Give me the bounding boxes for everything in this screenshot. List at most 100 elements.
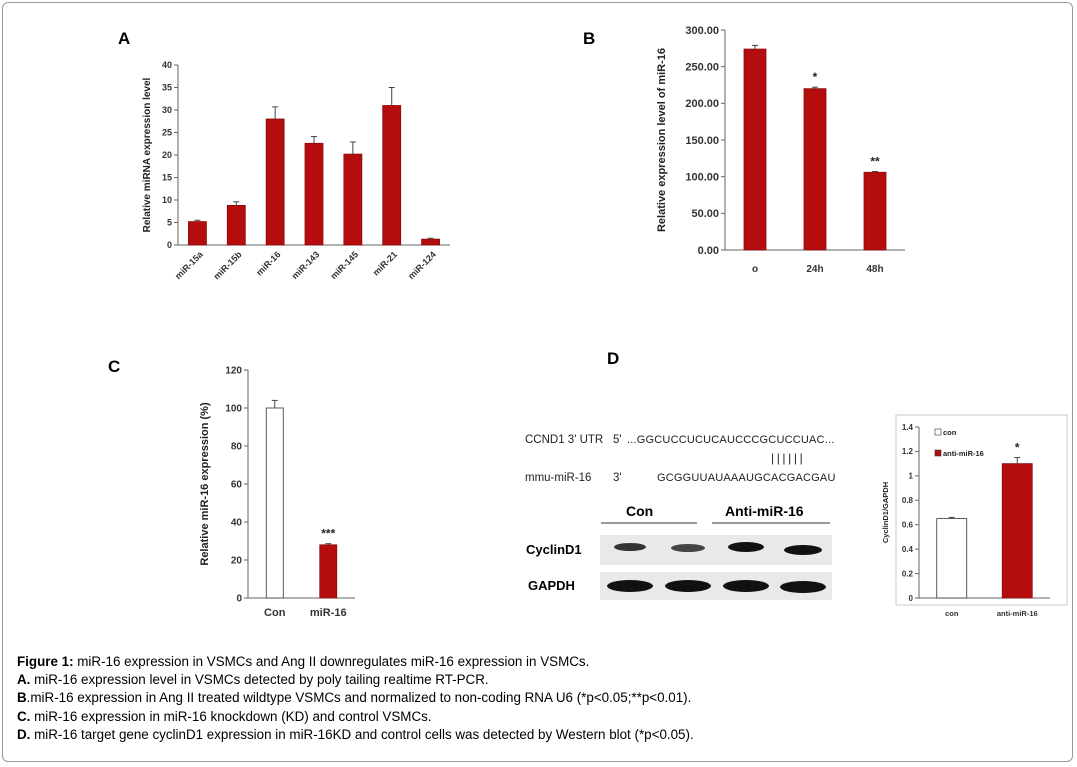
chart-a-bar-mir-15b [226,204,246,246]
chart-c-y-tick-label: 80 [231,442,243,453]
chart-b-y-tick-label: 0.00 [698,245,719,257]
chart-a-bar-mir-143 [304,142,324,246]
chart-c-y-tick-label: 120 [225,366,242,377]
chart-c-bar-mir-16 [319,544,338,599]
chart-b-y-tick-label: 250.00 [685,62,719,74]
chart-d-y-tick-label: 1.4 [902,423,914,432]
caption-b-text: .miR-16 expression in Ang II treated wil… [26,690,692,706]
chart-c-y-tick-label: 0 [236,594,242,605]
chart-a-y-tick-label: 20 [162,150,172,160]
band-cyclind1-4 [784,545,822,555]
chart-c-y-axis-label: Relative miR-16 expression (%) [199,402,211,566]
chart-d-y-axis-label: CyclinD1/GAPDH [881,482,890,543]
chart-a-y-tick-label: 35 [162,83,172,93]
chart-d-cyclinD1-quantification: 0 0.2 0.4 0.6 0.8 1 1.2 1.4 CyclinD1/GAPDH con * an… [881,414,1068,618]
chart-c-y-tick-label: 100 [225,404,242,415]
chart-b-y-tick-label: 300.00 [685,25,719,37]
seed-pairing: |||||| [771,451,805,465]
chart-b-bar-48h [863,171,887,251]
chart-b-category-label: o [752,264,758,275]
chart-b-y-tick-label: 200.00 [685,98,719,110]
figure-caption: Figure 1: miR-16 expression in VSMCs and… [17,653,1057,744]
chart-d-bar-con [936,518,968,599]
mir-label: mmu-miR-16 [525,472,591,484]
chart-a-y-tick-label: 25 [162,128,172,138]
chart-d-category-label: anti-miR-16 [997,609,1038,618]
chart-d-legend-swatch [934,428,942,436]
chart-a-bar-mir-15a [188,221,207,246]
sequence-alignment: CCND1 3' UTR 5' ...GGCUCCUCUCAUCCCGCUCCU… [525,434,836,484]
chart-a-category-label: miR-143 [290,249,322,281]
caption-title-bold: Figure 1: [17,654,74,669]
chart-d-legend-label: anti-miR-16 [943,449,984,458]
chart-a-y-tick-label: 0 [167,240,172,250]
caption-title-text: miR-16 expression in VSMCs and Ang II do… [73,654,590,669]
chart-b-y-tick-label: 100.00 [685,172,719,184]
chart-b-significance-label: ** [870,155,880,169]
chart-b-significance-label: * [813,70,818,84]
chart-a-bar-mir-16 [265,118,285,246]
caption-a-bold: A. [17,672,31,688]
caption-c-bold: C. [17,708,31,724]
chart-d-significance-label: * [1015,441,1020,455]
chart-b-category-label: 24h [806,264,823,275]
chart-a-y-tick-label: 40 [162,60,172,70]
chart-b-bar-o [743,48,767,251]
chart-d-y-tick-label: 0.6 [902,521,914,530]
chart-a-bar-mir-145 [343,153,363,246]
band-cyclind1-1 [614,543,646,551]
western-blot: Con Anti-miR-16 CyclinD1 GAPDH [526,503,832,600]
caption-b-bold: B [17,690,27,706]
chart-d-bar-anti-mir-16 [1001,463,1033,599]
chart-d-category-label: con [945,609,959,618]
blot-group-con: Con [626,503,653,519]
chart-a-y-tick-label: 5 [167,218,172,228]
mir-prime: 3' [613,472,622,484]
chart-a-category-label: miR-15a [173,249,206,282]
chart-c-category-label: Con [264,607,286,619]
chart-d-legend-swatch [934,449,942,457]
chart-a-bar-mir-21 [382,105,402,246]
chart-b-y-tick-label: 50.00 [691,208,719,220]
chart-c-bar-con [265,407,284,599]
chart-b-miR16-time-course: 0.00 50.00 100.00 150.00 200.00 250.00 300.00 R… [656,25,905,275]
band-gapdh-4 [780,581,826,593]
blot-row-gapdh: GAPDH [528,578,575,593]
chart-a-bar-mir-124 [421,238,440,246]
chart-d-y-tick-label: 0.2 [902,569,914,578]
chart-c-y-tick-label: 60 [231,480,243,491]
chart-a-category-label: miR-16 [254,249,282,277]
chart-a-miRNA-levels: 0 5 10 15 20 25 30 35 40 Relative miRNA expressio… [142,60,450,282]
chart-c-miR16-knockdown: 0 20 40 60 80 100 120 Relative miR-16 expressio… [199,366,355,619]
band-gapdh-2 [665,580,711,592]
chart-d-y-tick-label: 0.8 [902,496,914,505]
chart-d-y-tick-label: 0 [909,594,914,603]
caption-d-bold: D. [17,726,31,742]
band-gapdh-3 [723,580,769,592]
caption-line-a: A. miR-16 expression level in VSMCs dete… [17,671,1057,689]
chart-c-significance-label: *** [321,527,335,541]
panel-letter-c: C [108,357,120,376]
ccnd1-prime: 5' [613,434,622,446]
caption-line-d: D. miR-16 target gene cyclinD1 expressio… [17,726,1057,744]
chart-a-y-axis-label: Relative miRNA expression level [142,77,153,232]
caption-line-b: B.miR-16 expression in Ang II treated wi… [17,689,1057,707]
caption-c-text: miR-16 expression in miR-16 knockdown (K… [30,708,432,724]
band-cyclind1-3 [728,542,764,552]
blot-group-anti: Anti-miR-16 [725,503,804,519]
panel-letter-d: D [607,349,619,368]
ccnd1-label: CCND1 3' UTR [525,434,603,446]
chart-a-category-label: miR-21 [371,249,399,277]
chart-a-category-label: miR-145 [328,249,360,281]
chart-d-y-tick-label: 1 [909,472,914,481]
blot-row-cyclind1: CyclinD1 [526,542,582,557]
chart-d-frame [895,414,1068,606]
mir-sequence: GCGGUUAUAAAUGCACGACGAU [657,472,836,484]
panel-letter-b: B [583,29,595,48]
chart-a-category-label: miR-124 [406,249,438,281]
chart-b-bar-24h [803,88,827,251]
caption-d-text: miR-16 target gene cyclinD1 expression i… [30,726,694,742]
caption-line-c: C. miR-16 expression in miR-16 knockdown… [17,708,1057,726]
